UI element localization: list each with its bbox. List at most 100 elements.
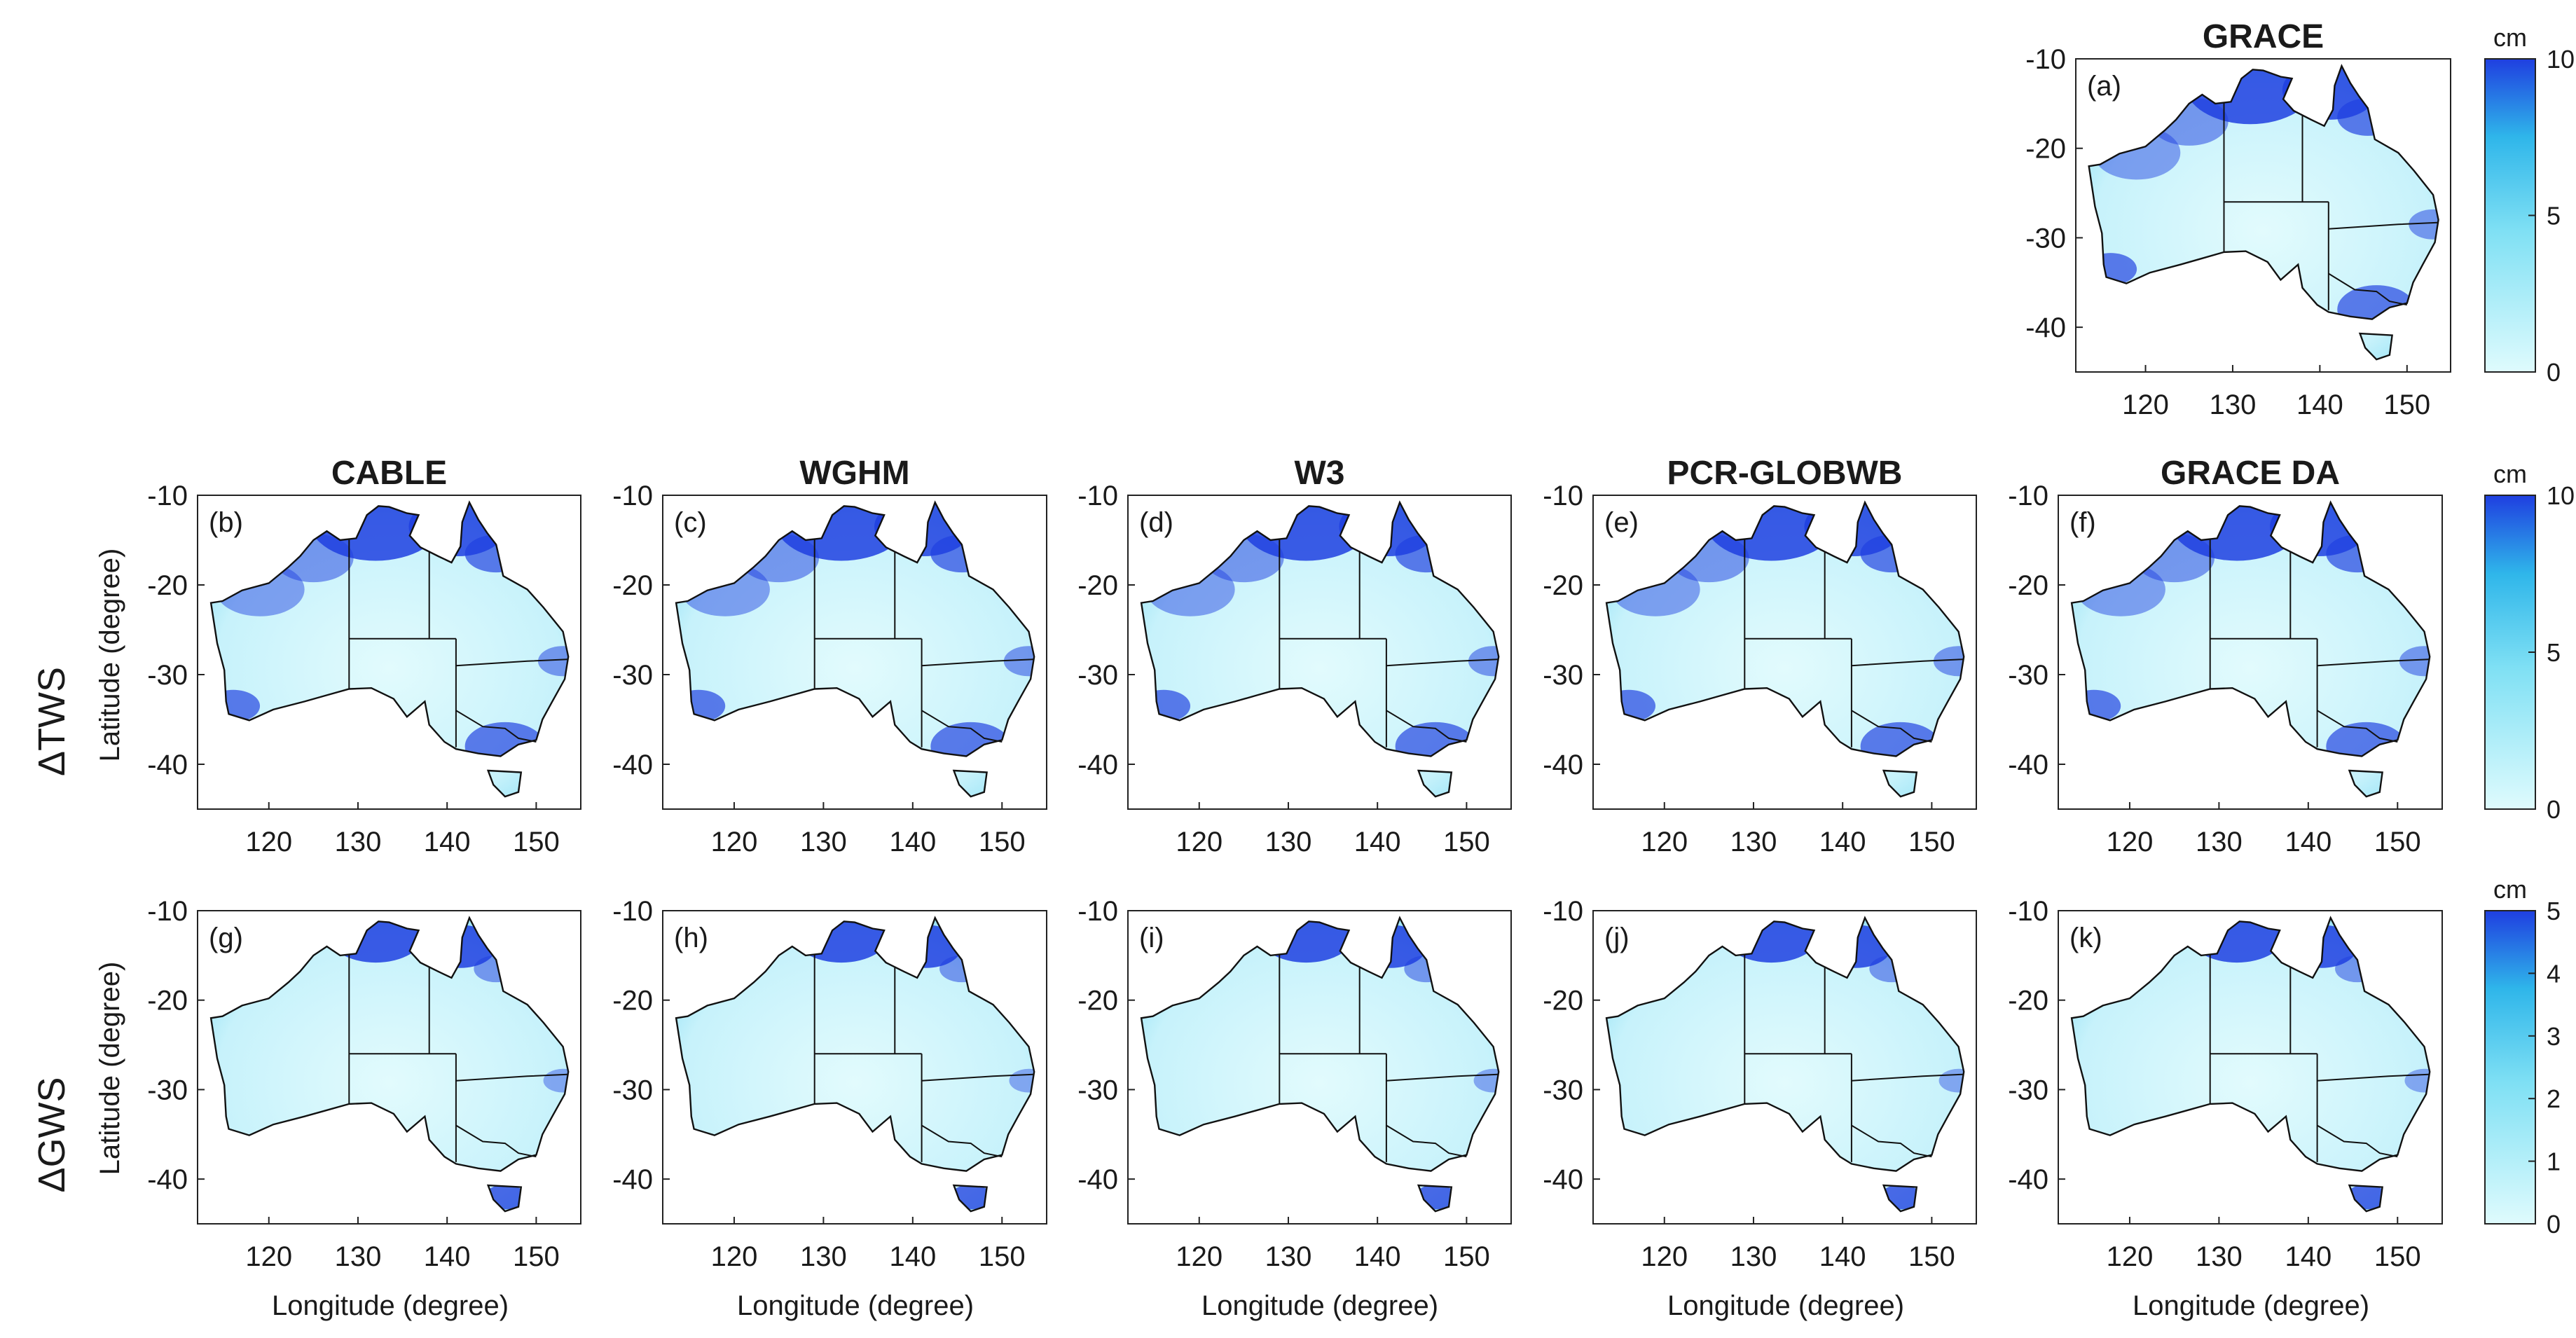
x-tick-label: 140 — [1354, 1241, 1401, 1272]
state-border-4 — [2317, 658, 2429, 667]
x-tick-label: 140 — [424, 827, 471, 857]
panel-title: GRACE DA — [2161, 455, 2340, 492]
x-axis-label-i: Longitude (degree) — [1201, 1290, 1438, 1321]
x-tick-label: 130 — [800, 827, 847, 857]
x-tick-label: 130 — [1265, 1241, 1312, 1272]
x-tick-label: 150 — [979, 827, 1026, 857]
map-panel-k: 120 130 140 150 -10 -20 -30 -40 (k) — [2008, 896, 2443, 1272]
panel-title: W3 — [1295, 455, 1345, 492]
y-tick-label: -20 — [2008, 570, 2048, 601]
x-tick-label: 150 — [2374, 1241, 2421, 1272]
row-label-gws: ΔGWS — [31, 1077, 73, 1192]
x-tick-label: 140 — [889, 827, 936, 857]
x-tick-label: 120 — [711, 827, 758, 857]
x-tick-label: 130 — [335, 1241, 382, 1272]
x-tick-label: 120 — [1641, 1241, 1688, 1272]
y-tick-label: -20 — [147, 570, 188, 601]
map-panel-e: 120 130 140 150 -10 -20 -30 -40 (e) PCR-GLOBWB — [1543, 455, 1977, 857]
y-tick-label: -30 — [2008, 660, 2048, 691]
hotspot-5 — [1468, 646, 1499, 677]
state-border-5 — [921, 1124, 1003, 1158]
coastline-mainland — [1140, 500, 1500, 757]
x-tick-label: 140 — [2285, 827, 2332, 857]
state-border-4 — [1386, 658, 1498, 667]
panel-title: PCR-GLOBWB — [1667, 455, 1903, 492]
panel-label: (k) — [2069, 923, 2102, 953]
state-border-5 — [1386, 1124, 1467, 1158]
y-tick-label: -40 — [147, 1164, 188, 1195]
y-tick-label: -10 — [2008, 896, 2048, 927]
panel-label: (c) — [674, 507, 707, 538]
x-tick-label: 130 — [1730, 1241, 1777, 1272]
coastline-mainland — [2070, 916, 2431, 1172]
y-tick-label: -40 — [612, 750, 653, 780]
coastline-tasmania — [2358, 332, 2393, 361]
panel-title: WGHM — [799, 455, 909, 492]
state-border-4 — [2328, 221, 2438, 230]
x-tick-label: 130 — [2196, 827, 2243, 857]
row-label-tws: ΔTWS — [31, 667, 73, 776]
map-panel-j: 120 130 140 150 -10 -20 -30 -40 (j) — [1543, 896, 1977, 1272]
panel-title: CABLE — [331, 455, 447, 492]
x-tick-label: 140 — [1819, 827, 1866, 857]
colorbar-tick-label: 0 — [2547, 358, 2561, 387]
panel-label: (d) — [1139, 507, 1173, 538]
x-axis-label-k: Longitude (degree) — [2133, 1290, 2369, 1321]
hotspot-5 — [537, 646, 569, 677]
y-axis-label-tws: Latitude (degree) — [95, 549, 125, 762]
y-tick-label: -20 — [147, 986, 188, 1016]
x-tick-label: 150 — [1443, 827, 1490, 857]
x-tick-label: 120 — [2122, 389, 2169, 420]
y-tick-label: -20 — [612, 570, 653, 601]
colorbar-tick-label: 0 — [2547, 1210, 2561, 1239]
y-tick-label: -30 — [147, 660, 188, 691]
y-tick-label: -40 — [1077, 750, 1118, 780]
y-tick-label: -10 — [612, 896, 653, 927]
x-tick-label: 120 — [245, 1241, 292, 1272]
panel-label: (f) — [2069, 507, 2096, 538]
y-tick-label: -10 — [1077, 481, 1118, 511]
y-tick-label: -20 — [1077, 986, 1118, 1016]
x-axis-label-g: Longitude (degree) — [272, 1290, 509, 1321]
y-tick-label: -10 — [2025, 44, 2066, 75]
colorbar-tick-label: 2 — [2547, 1084, 2561, 1113]
y-tick-label: -40 — [1543, 1164, 1583, 1195]
x-tick-label: 120 — [1176, 1241, 1222, 1272]
colorbar-gradient — [2484, 495, 2536, 810]
panel-label: (a) — [2087, 71, 2121, 102]
y-tick-label: -30 — [2008, 1075, 2048, 1105]
x-tick-label: 150 — [979, 1241, 1026, 1272]
state-border-4 — [921, 1073, 1033, 1082]
coastline-tasmania — [2348, 769, 2383, 798]
y-tick-label: -10 — [612, 481, 653, 511]
x-tick-label: 120 — [245, 827, 292, 857]
coastline-mainland — [675, 500, 1035, 757]
x-tick-label: 150 — [2383, 389, 2430, 420]
state-border-4 — [1386, 1073, 1498, 1082]
map-panel-h: 120 130 140 150 -10 -20 -30 -40 (h) — [612, 896, 1047, 1272]
hotspot-5 — [1003, 646, 1035, 677]
hotspot-5 — [1933, 646, 1964, 677]
map-panel-a: 120 130 140 150 -10 -20 -30 -40 (a) GRACE — [2025, 18, 2451, 420]
coastline-tasmania — [1882, 769, 1918, 798]
x-tick-label: 130 — [2210, 389, 2257, 420]
state-border-4 — [2317, 1073, 2429, 1082]
map-panels: 120 130 140 150 -10 -20 -30 -40 (a) GRACE 120 130 14… — [147, 18, 2451, 1272]
state-border-5 — [2328, 273, 2408, 306]
colorbar-gradient — [2484, 58, 2536, 373]
y-tick-label: -30 — [1543, 1075, 1583, 1105]
colorbar-unit: cm — [2493, 875, 2527, 904]
x-tick-label: 150 — [1443, 1241, 1490, 1272]
y-tick-label: -10 — [1543, 896, 1583, 927]
map-panel-d: 120 130 140 150 -10 -20 -30 -40 (d) W3 — [1077, 455, 1512, 857]
colorbar-tick-label: 1 — [2547, 1147, 2561, 1176]
y-tick-label: -10 — [1543, 481, 1583, 511]
state-border-4 — [1851, 1073, 1963, 1082]
state-border-5 — [1851, 710, 1932, 743]
colorbar-tick-label: 5 — [2547, 638, 2561, 667]
coastline-tasmania — [486, 1184, 523, 1213]
x-tick-label: 140 — [424, 1241, 471, 1272]
coastline-mainland — [1140, 916, 1500, 1172]
y-tick-label: -10 — [2008, 481, 2048, 511]
state-border-4 — [455, 1073, 567, 1082]
